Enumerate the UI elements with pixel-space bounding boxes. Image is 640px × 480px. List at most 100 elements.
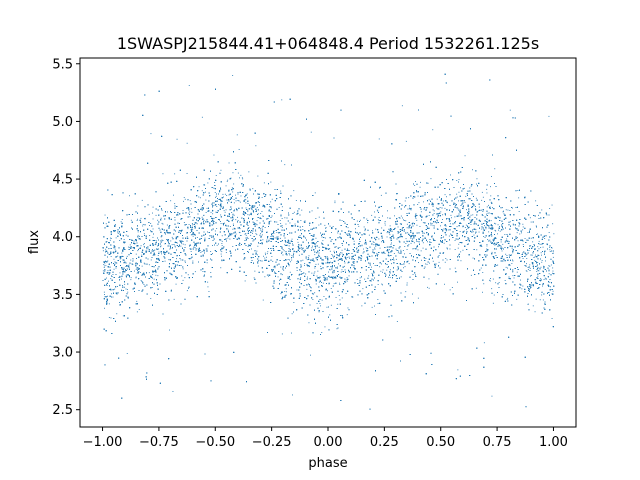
data-point	[263, 182, 265, 184]
data-point	[443, 242, 445, 244]
data-point	[314, 254, 316, 256]
data-point	[491, 395, 493, 397]
data-point	[186, 224, 187, 225]
data-point	[430, 222, 431, 224]
data-point	[497, 224, 499, 226]
data-point	[176, 138, 178, 140]
data-point	[362, 252, 364, 254]
data-point	[318, 281, 320, 283]
data-point	[313, 238, 315, 240]
data-point	[425, 209, 427, 210]
data-point	[105, 265, 107, 267]
data-point	[246, 193, 248, 195]
data-point	[507, 297, 509, 299]
data-point	[538, 240, 540, 242]
data-point	[480, 244, 482, 246]
data-point	[539, 299, 541, 301]
data-point	[527, 304, 529, 305]
data-point	[475, 208, 476, 210]
data-point	[191, 234, 193, 236]
data-point	[220, 253, 222, 255]
data-point	[213, 154, 215, 156]
data-point	[174, 203, 176, 205]
data-point	[486, 213, 487, 215]
data-point	[403, 220, 405, 221]
data-point	[114, 263, 116, 265]
data-point	[302, 259, 304, 261]
data-point	[451, 217, 452, 219]
data-point	[361, 256, 363, 258]
data-point	[194, 243, 196, 244]
data-point	[253, 277, 255, 279]
data-point	[541, 294, 543, 296]
data-point	[201, 116, 203, 118]
data-point	[509, 210, 511, 211]
data-point	[404, 246, 406, 247]
data-point	[278, 207, 280, 208]
data-point	[278, 238, 280, 239]
data-point	[537, 246, 539, 248]
data-point	[329, 268, 330, 270]
data-point	[212, 202, 213, 204]
data-point	[200, 252, 202, 253]
data-point	[396, 321, 398, 322]
data-point	[220, 202, 222, 204]
data-point	[102, 250, 104, 252]
data-point	[139, 272, 141, 273]
data-point	[331, 254, 333, 255]
data-point	[301, 209, 303, 211]
data-point	[157, 267, 159, 269]
data-point	[119, 302, 120, 303]
data-point	[151, 252, 152, 254]
data-point	[518, 211, 520, 212]
data-point	[341, 220, 343, 221]
data-point	[472, 257, 474, 259]
data-point	[213, 238, 215, 240]
data-point	[312, 299, 314, 300]
data-point	[127, 268, 129, 270]
data-point	[249, 188, 251, 190]
data-point	[506, 255, 508, 256]
data-point	[540, 247, 542, 248]
data-point	[299, 251, 300, 252]
data-point	[445, 258, 447, 259]
data-point	[113, 258, 115, 260]
data-point	[148, 264, 150, 266]
data-point	[344, 262, 346, 264]
data-point	[198, 186, 200, 188]
data-point	[433, 238, 434, 240]
data-point	[108, 317, 110, 318]
data-point	[529, 267, 531, 269]
data-point	[358, 225, 360, 227]
data-point	[498, 229, 499, 231]
data-point	[340, 271, 342, 273]
data-point	[494, 222, 495, 224]
data-point	[316, 295, 318, 297]
data-point	[475, 232, 476, 234]
data-point	[237, 172, 239, 174]
data-point	[239, 232, 241, 234]
data-point	[442, 219, 443, 220]
data-point	[283, 250, 285, 252]
data-point	[267, 274, 269, 276]
data-point	[293, 252, 295, 254]
data-point	[203, 228, 204, 229]
data-point	[162, 240, 164, 241]
data-point	[332, 276, 334, 278]
data-point	[137, 250, 139, 252]
data-point	[476, 249, 478, 251]
data-point	[210, 272, 212, 273]
data-point	[549, 281, 551, 283]
data-point	[256, 220, 258, 222]
data-point	[149, 235, 151, 236]
data-point	[208, 291, 210, 292]
data-point	[416, 219, 418, 221]
data-point	[410, 207, 412, 209]
data-point	[485, 228, 487, 230]
data-point	[522, 229, 524, 231]
data-point	[129, 195, 130, 197]
data-point	[371, 306, 373, 308]
data-point	[386, 269, 388, 271]
data-point	[408, 263, 410, 265]
data-point	[518, 197, 520, 199]
